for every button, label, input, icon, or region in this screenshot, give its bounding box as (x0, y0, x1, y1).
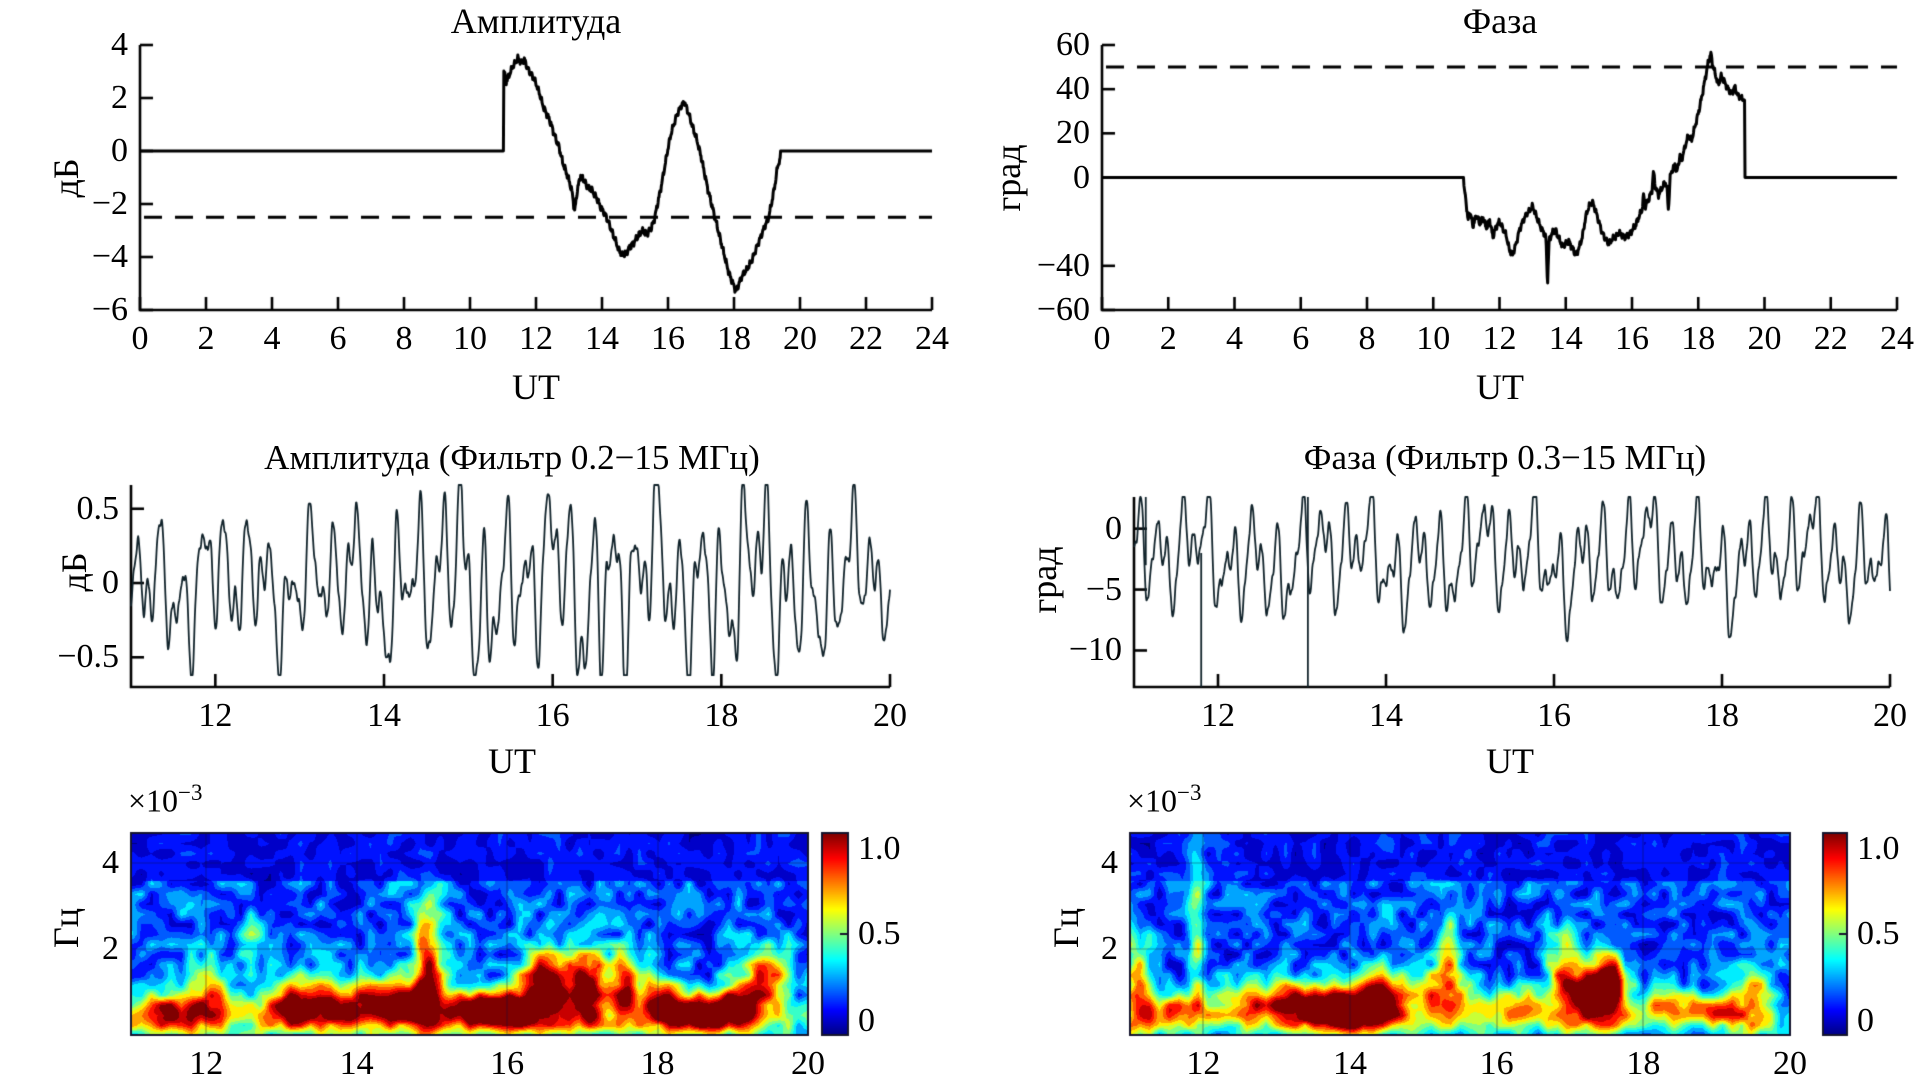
tick-label: 20 (1873, 697, 1907, 734)
y-axis-label-hz-left: Гц (46, 907, 86, 949)
tick-label: 4 (1226, 320, 1243, 357)
tick-label: 40 (1056, 70, 1090, 108)
tick-label: 4 (102, 844, 119, 882)
tick-label: 4 (263, 320, 281, 357)
tick-label: −10 (1068, 631, 1122, 669)
tick-label: 0.5 (858, 915, 901, 952)
tick-label: 2 (1101, 930, 1118, 968)
x-axis-label-ut-4: UT (1486, 741, 1534, 781)
tick-label: 14 (1369, 697, 1403, 734)
tick-label: −6 (91, 291, 128, 328)
tick-label: 16 (1615, 320, 1649, 357)
scale-offset-left: ×10−3 (128, 780, 203, 819)
tick-label: −5 (1085, 570, 1122, 608)
tick-label: 18 (717, 320, 751, 357)
tick-label: 0.5 (76, 489, 120, 527)
tick-label: 0 (1073, 158, 1090, 196)
y-axis-label-grad: град (988, 144, 1028, 212)
x-axis-label-ut-1: UT (512, 367, 560, 407)
scale-offset-right: ×10−3 (1127, 780, 1202, 819)
tick-label: 12 (198, 697, 233, 734)
x-axis-label-ut-2: UT (1476, 367, 1524, 407)
tick-label: 12 (1186, 1045, 1221, 1082)
tick-label: 1.0 (1857, 830, 1900, 867)
tick-label: 20 (873, 697, 907, 734)
tick-label: 4 (111, 26, 128, 63)
y-axis-label-hz-right: Гц (1046, 907, 1086, 949)
tick-label: 14 (367, 697, 401, 734)
tick-label: 18 (704, 697, 739, 734)
tick-label: 14 (1548, 320, 1583, 357)
tick-label: 2 (1159, 320, 1177, 357)
tick-label: 0 (1857, 1002, 1874, 1039)
tick-label: 18 (1626, 1045, 1661, 1082)
tick-label: −0.5 (57, 638, 119, 676)
tick-label: 0 (1105, 509, 1122, 547)
tick-label: 22 (1813, 320, 1848, 357)
tick-label: −60 (1036, 291, 1090, 328)
tick-label: 1.0 (858, 830, 901, 867)
tick-label: 10 (1416, 320, 1451, 357)
tick-label: 14 (1333, 1045, 1367, 1082)
tick-label: 10 (453, 320, 487, 357)
tick-label: 24 (1880, 320, 1914, 357)
panel-title-phase: Фаза (1462, 1, 1538, 41)
tick-label: 18 (1705, 697, 1739, 734)
tick-label: 18 (1681, 320, 1716, 357)
tick-label: 6 (329, 320, 347, 357)
tick-label: 2 (197, 320, 215, 357)
tick-label: 12 (519, 320, 553, 357)
tick-label: 0.5 (1857, 915, 1900, 952)
tick-label: 4 (1101, 844, 1118, 882)
tick-label: 16 (1479, 1045, 1514, 1082)
tick-label: 16 (490, 1045, 525, 1082)
panel-title-phase-filtered: Фаза (Фильтр 0.3−15 МГц) (1303, 438, 1707, 477)
tick-label: −40 (1036, 246, 1090, 284)
y-axis-label-db: дБ (46, 158, 86, 198)
tick-label: 8 (1358, 320, 1376, 357)
tick-label: 12 (189, 1045, 224, 1082)
tick-label: 22 (849, 320, 883, 357)
tick-label: 12 (1201, 697, 1235, 734)
tick-label: 20 (783, 320, 817, 357)
panel-title-amplitude-filtered: Амплитуда (Фильтр 0.2−15 МГц) (264, 438, 760, 477)
tick-label: 20 (1747, 320, 1782, 357)
tick-label: 14 (585, 320, 619, 357)
tick-label: 0 (111, 132, 128, 169)
tick-label: 16 (1537, 697, 1571, 734)
y-axis-label-db-filt: дБ (54, 552, 94, 592)
tick-label: 0 (102, 564, 119, 602)
tick-label: 20 (1773, 1045, 1807, 1082)
y-axis-label-grad-filt: град (1024, 546, 1064, 614)
tick-label: 0 (858, 1002, 875, 1039)
tick-label: 0 (131, 320, 149, 357)
tick-label: −4 (91, 238, 128, 275)
tick-label: 0 (1093, 320, 1111, 357)
tick-label: 20 (791, 1045, 825, 1082)
tick-label: 12 (1482, 320, 1517, 357)
tick-label: 24 (915, 320, 949, 357)
tick-label: 14 (339, 1045, 374, 1082)
tick-label: 16 (535, 697, 570, 734)
tick-label: 8 (395, 320, 413, 357)
tick-label: −2 (91, 185, 128, 222)
tick-label: 18 (640, 1045, 675, 1082)
x-axis-label-ut-3: UT (488, 741, 536, 781)
tick-label: 2 (102, 930, 119, 968)
tick-label: 6 (1292, 320, 1310, 357)
tick-label: 20 (1056, 114, 1090, 152)
tick-label: 2 (111, 79, 128, 116)
tick-label: 16 (651, 320, 685, 357)
panel-title-amplitude: Амплитуда (450, 1, 622, 41)
tick-label: 60 (1056, 26, 1090, 63)
